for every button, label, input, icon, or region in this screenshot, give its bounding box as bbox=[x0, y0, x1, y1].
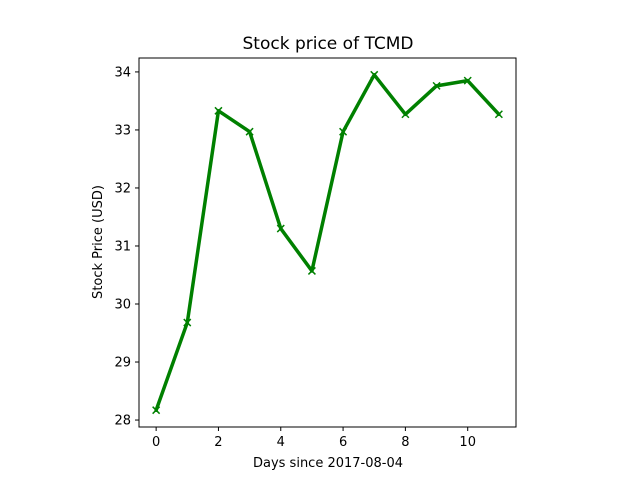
data-point-marker bbox=[152, 406, 161, 415]
y-tick-label: 34 bbox=[114, 65, 131, 80]
y-axis-label: Stock Price (USD) bbox=[91, 185, 106, 299]
data-point-marker bbox=[370, 70, 379, 79]
x-axis-label: Days since 2017-08-04 bbox=[253, 456, 403, 471]
data-point-marker bbox=[183, 318, 192, 327]
data-point-marker bbox=[401, 110, 410, 119]
y-tick-label: 32 bbox=[114, 181, 131, 196]
y-tick-label: 29 bbox=[114, 356, 131, 371]
data-point-marker bbox=[494, 110, 503, 119]
x-tick-label: 0 bbox=[152, 435, 160, 450]
y-tick-label: 28 bbox=[114, 414, 131, 429]
axes-frame bbox=[138, 57, 517, 428]
y-tick-label: 31 bbox=[114, 239, 131, 254]
y-tick-label: 30 bbox=[114, 298, 131, 313]
plot-area bbox=[152, 70, 503, 415]
x-tick-label: 8 bbox=[401, 435, 409, 450]
data-point-marker bbox=[276, 224, 285, 233]
series-line bbox=[154, 73, 501, 412]
data-point-marker bbox=[463, 76, 472, 85]
data-point-marker bbox=[432, 81, 441, 90]
x-tick-label: 4 bbox=[277, 435, 285, 450]
data-point-marker bbox=[339, 127, 348, 136]
y-axis: 28 29 30 31 32 33 34 bbox=[114, 65, 139, 429]
data-point-marker bbox=[214, 106, 223, 115]
data-point-marker bbox=[245, 127, 254, 136]
x-axis: 0 2 4 6 8 10 bbox=[152, 427, 476, 450]
x-tick-label: 10 bbox=[459, 435, 476, 450]
x-tick-label: 2 bbox=[214, 435, 222, 450]
data-point-marker bbox=[307, 266, 316, 275]
x-tick-label: 6 bbox=[339, 435, 347, 450]
chart-title: Stock price of TCMD bbox=[243, 34, 414, 54]
y-tick-label: 33 bbox=[114, 123, 131, 138]
